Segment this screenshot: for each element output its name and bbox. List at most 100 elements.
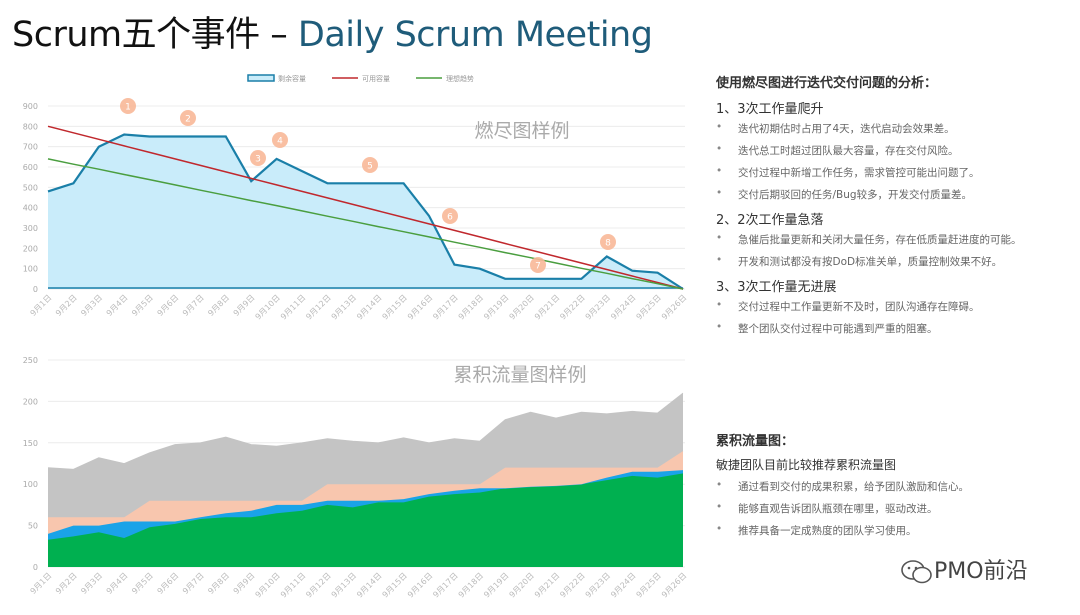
chart-annotation: 累积流量图样例 <box>453 364 586 386</box>
x-tick-label: 9月15日 <box>381 571 409 599</box>
y-tick-label: 0 <box>33 285 38 294</box>
x-tick-label: 9月12日 <box>304 571 332 599</box>
x-tick-label: 9月18日 <box>457 293 485 321</box>
y-tick-label: 100 <box>23 480 38 489</box>
x-tick-label: 9月7日 <box>181 571 206 596</box>
x-tick-label: 9月21日 <box>533 571 561 599</box>
x-tick-label: 9月14日 <box>355 571 383 599</box>
bullet: 交付过程中工作量更新不及时，团队沟通存在障碍。 <box>716 299 1066 314</box>
marker-circle <box>250 150 266 166</box>
series-line <box>47 158 684 290</box>
x-tick-label: 9月19日 <box>482 293 510 321</box>
title-main: Daily Scrum Meeting <box>297 15 653 55</box>
cfd-subtitle: 敏捷团队目前比较推荐累积流量图 <box>716 458 897 472</box>
x-tick-label: 9月8日 <box>206 293 231 318</box>
band-fill <box>48 470 683 540</box>
watermark-text: PMO前沿 <box>934 559 1028 584</box>
legend: 剩余容量 可用容量 理想趋势 <box>247 74 474 83</box>
y-tick-label: 50 <box>28 522 38 531</box>
area-fill <box>48 134 683 289</box>
y-tick-label: 600 <box>23 163 38 172</box>
y-tick-label: 300 <box>23 224 38 233</box>
bullet: 迭代总工时超过团队最大容量，存在交付风险。 <box>716 143 1066 158</box>
marker-circle <box>530 257 546 273</box>
x-tick-label: 9月2日 <box>54 293 79 318</box>
title-prefix: Scrum五个事件 – <box>12 15 298 55</box>
section-title: 1、3次工作量爬升 <box>716 102 824 117</box>
x-tick-label: 9月18日 <box>457 571 485 599</box>
bullet: 整个团队交付过程中可能遇到严重的阻塞。 <box>716 321 1066 336</box>
watermark: PMO前沿 <box>900 553 1028 585</box>
x-tick-label: 9月5日 <box>130 293 155 318</box>
bullet: 迭代初期估时占用了4天，迭代启动会效果差。 <box>716 121 1066 136</box>
x-tick-label: 9月13日 <box>330 571 358 599</box>
x-tick-label: 9月19日 <box>482 571 510 599</box>
y-tick-label: 150 <box>23 439 38 448</box>
x-tick-label: 9月21日 <box>533 293 561 321</box>
x-tick-label: 9月20日 <box>508 293 536 321</box>
x-tick-label: 9月4日 <box>105 293 130 318</box>
slide-title: Scrum五个事件 – Daily Scrum Meeting <box>12 6 653 57</box>
x-tick-label: 9月3日 <box>79 293 104 318</box>
y-tick-label: 200 <box>23 244 38 253</box>
x-tick-label: 9月9日 <box>232 571 257 596</box>
x-tick-label: 9月26日 <box>660 293 688 321</box>
x-tick-label: 9月11日 <box>279 293 307 321</box>
cfd-heading: 累积流量图： <box>716 434 795 449</box>
marker-label: 2 <box>185 115 191 125</box>
x-tick-label: 9月6日 <box>156 293 181 318</box>
cfd-notes-panel: 累积流量图： 敏捷团队目前比较推荐累积流量图通过看到交付的成果积累，给予团队激励和… <box>716 430 1066 545</box>
y-tick-label: 700 <box>23 143 38 152</box>
x-tick-label: 9月22日 <box>558 571 586 599</box>
x-tick-label: 9月1日 <box>29 293 54 318</box>
series-line <box>47 125 684 290</box>
bullet: 通过看到交付的成果积累，给予团队激励和信心。 <box>716 479 1066 494</box>
x-tick-label: 9月13日 <box>330 293 358 321</box>
marker-circle <box>272 132 288 148</box>
legend-label: 剩余容量 <box>278 74 306 83</box>
x-tick-label: 9月11日 <box>279 571 307 599</box>
series-line <box>47 133 684 290</box>
y-tick-label: 0 <box>33 563 38 572</box>
band-top-edge <box>47 392 684 470</box>
x-tick-label: 9月26日 <box>660 571 688 599</box>
x-tick-label: 9月2日 <box>54 571 79 596</box>
x-tick-label: 9月25日 <box>635 571 663 599</box>
y-tick-label: 800 <box>23 122 38 131</box>
x-tick-label: 9月14日 <box>355 293 383 321</box>
y-tick-label: 900 <box>23 102 38 111</box>
marker-label: 5 <box>367 162 373 172</box>
bullet: 交付后期驳回的任务/Bug较多，开发交付质量差。 <box>716 187 1066 202</box>
marker-circle <box>362 157 378 173</box>
marker-label: 1 <box>125 103 131 113</box>
x-tick-label: 9月1日 <box>29 571 54 596</box>
legend-swatch <box>247 74 275 82</box>
analysis-panel: 使用燃尽图进行迭代交付问题的分析： 1、3次工作量爬升迭代初期估时占用了4天，迭代… <box>716 72 1066 343</box>
x-tick-label: 9月16日 <box>406 571 434 599</box>
marker-circle <box>600 234 616 250</box>
x-tick-label: 9月7日 <box>181 293 206 318</box>
band-fill <box>48 473 683 567</box>
marker-circle <box>442 208 458 224</box>
y-tick-label: 500 <box>23 183 38 192</box>
chart-annotation: 燃尽图样例 <box>474 120 569 142</box>
bullet: 开发和测试都没有按DoD标准关单，质量控制效果不好。 <box>716 254 1066 269</box>
marker-circle <box>180 110 196 126</box>
marker-label: 8 <box>605 239 611 249</box>
marker-label: 6 <box>447 213 453 223</box>
x-tick-label: 9月17日 <box>431 571 459 599</box>
x-tick-label: 9月3日 <box>79 571 104 596</box>
legend-label: 理想趋势 <box>446 74 474 83</box>
analysis-heading: 使用燃尽图进行迭代交付问题的分析： <box>716 76 938 91</box>
x-tick-label: 9月6日 <box>156 571 181 596</box>
section-title: 2、2次工作量急落 <box>716 213 824 228</box>
x-tick-label: 9月20日 <box>508 571 536 599</box>
bullet: 能够直观告诉团队瓶颈在哪里，驱动改进。 <box>716 501 1066 516</box>
x-tick-label: 9月15日 <box>381 293 409 321</box>
x-tick-label: 9月8日 <box>206 571 231 596</box>
y-tick-label: 200 <box>23 397 38 406</box>
legend-label: 可用容量 <box>362 74 390 83</box>
x-tick-label: 9月10日 <box>254 571 282 599</box>
